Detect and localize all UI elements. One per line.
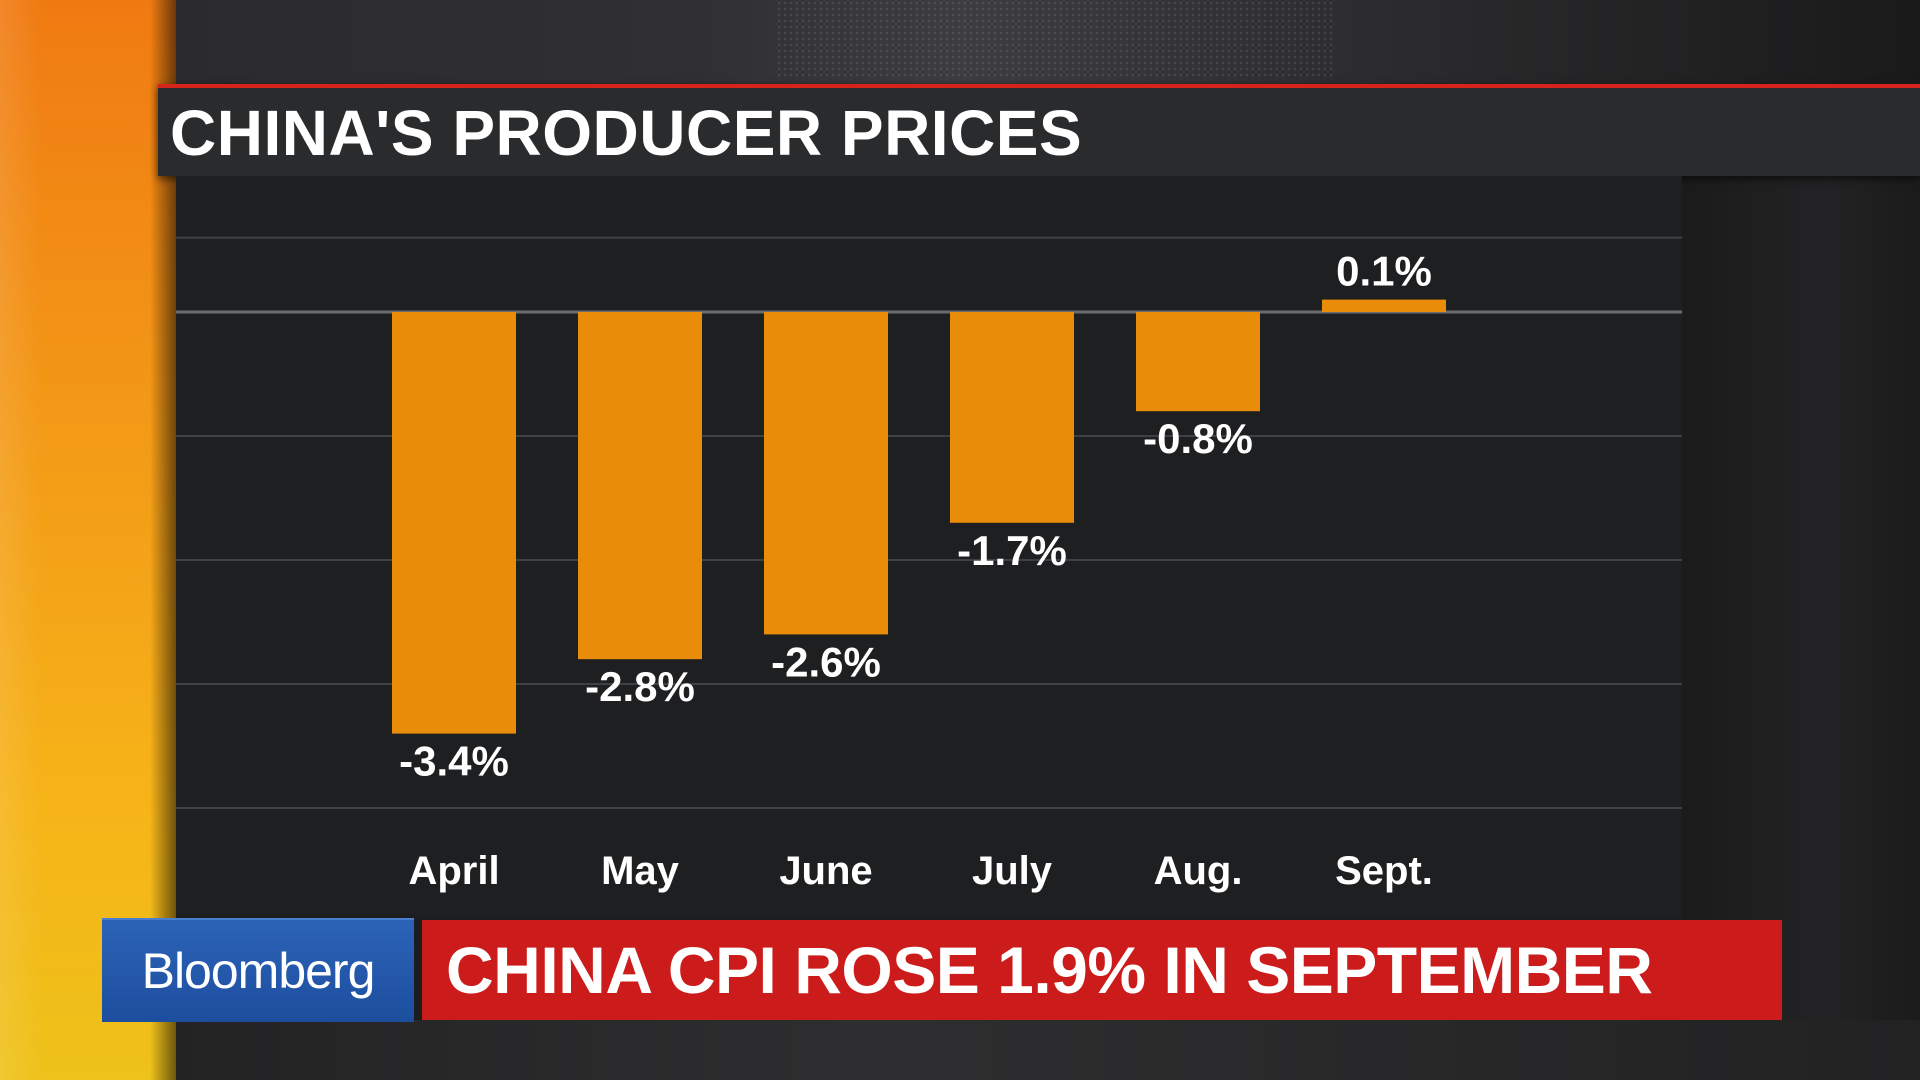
studio-backdrop-highlight (0, 0, 42, 1080)
category-label: May (601, 849, 680, 893)
category-label: Aug. (1154, 849, 1243, 893)
category-label: Sept. (1335, 849, 1433, 893)
studio-backdrop-left (0, 0, 176, 1080)
chart-panel: -3.4% April -2.8% May -2.6% June -1.7% July -0.8… (176, 176, 1682, 916)
bar (578, 312, 702, 660)
bar (1136, 312, 1260, 412)
bar (1322, 299, 1446, 312)
chart-title: CHINA'S PRODUCER PRICES (170, 97, 1083, 169)
studio-backdrop-bottom (176, 1020, 1920, 1080)
brand-logo: Bloomberg (141, 943, 376, 999)
data-label: -0.8% (1143, 415, 1253, 462)
category-label: April (408, 849, 499, 893)
headline-text: CHINA CPI ROSE 1.9% IN SEPTEMBER (446, 933, 1653, 1007)
studio-backdrop-top (176, 0, 1920, 84)
data-label: -2.6% (771, 638, 881, 685)
category-label: July (972, 849, 1053, 893)
headline-ticker: CHINA CPI ROSE 1.9% IN SEPTEMBER (422, 920, 1782, 1020)
data-label: -1.7% (957, 527, 1067, 574)
category-label: June (779, 849, 872, 893)
studio-backdrop-texture (776, 0, 1336, 80)
data-label: -3.4% (399, 738, 509, 785)
chart-title-bar: CHINA'S PRODUCER PRICES (158, 84, 1920, 176)
studio-backdrop-edge (150, 0, 176, 1080)
brand-logo-box: Bloomberg (102, 918, 414, 1022)
bar-chart: -3.4% April -2.8% May -2.6% June -1.7% July -0.8… (176, 236, 1682, 893)
data-label: 0.1% (1336, 248, 1432, 295)
bar (764, 312, 888, 635)
bar (392, 312, 516, 734)
data-label: -2.8% (585, 663, 695, 710)
bar (950, 312, 1074, 523)
